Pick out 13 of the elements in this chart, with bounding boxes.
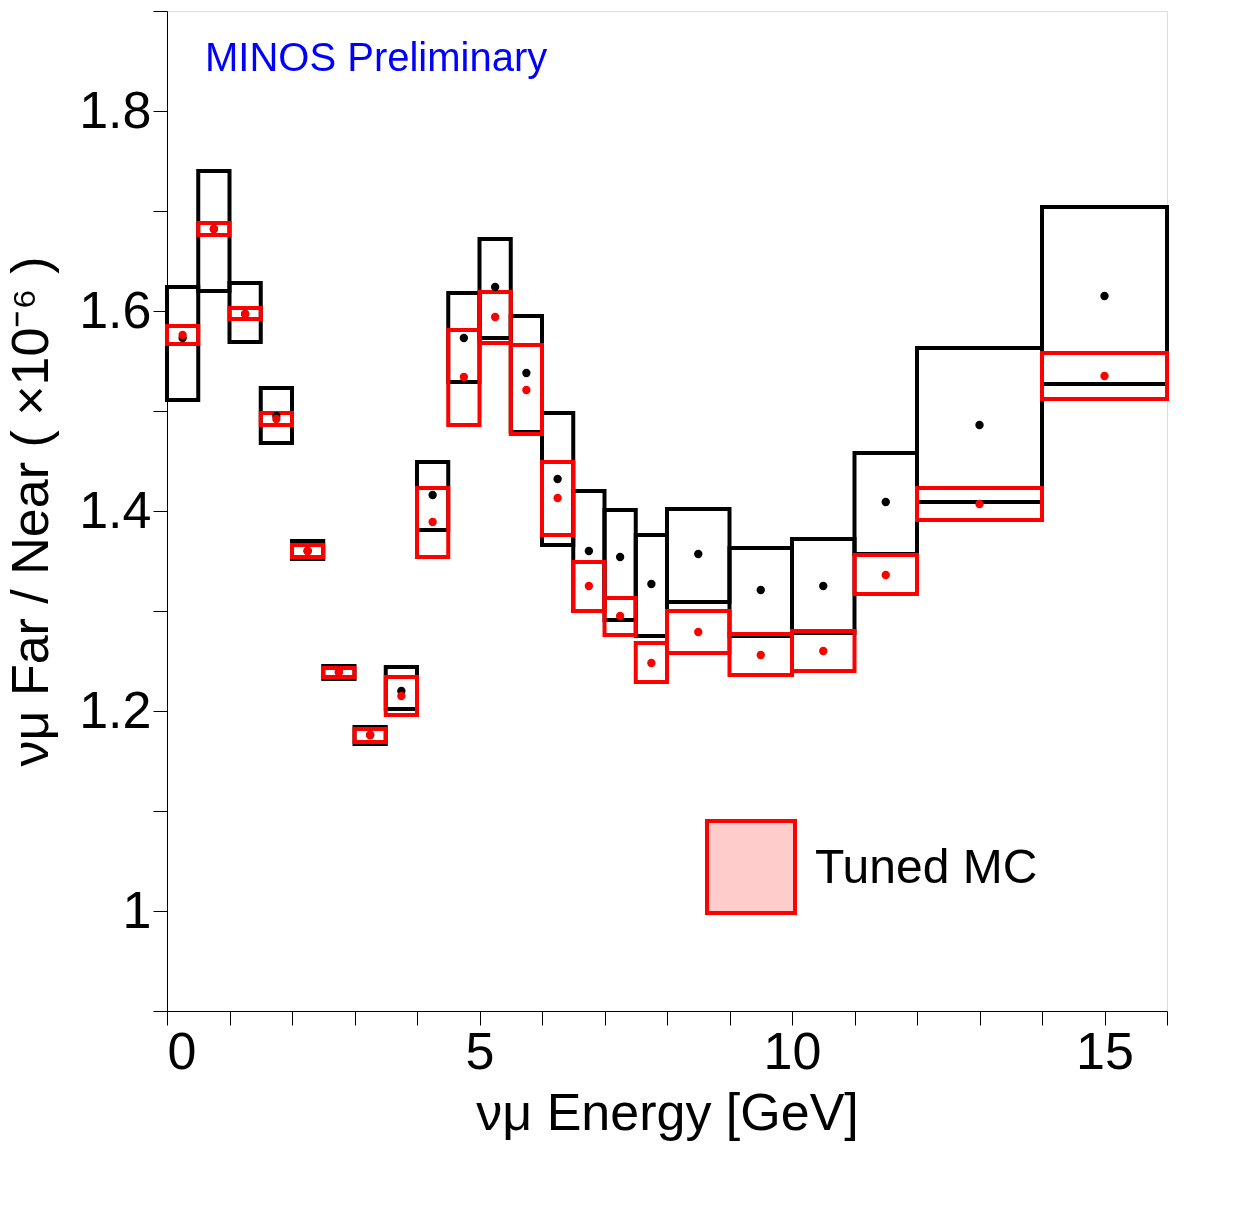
- x-tick-label: 10: [763, 1021, 822, 1080]
- annotation: MINOS Preliminary: [205, 35, 548, 79]
- legend-label: Tuned MC: [815, 840, 1038, 893]
- y-tick-label: 1: [122, 880, 152, 939]
- y-axis-title: νμ Far / Near ( ×10⁻⁶ ): [1, 256, 60, 767]
- x-axis-title: νμ Energy [GeV]: [476, 1082, 859, 1141]
- x-tick-label: 15: [1076, 1021, 1134, 1080]
- y-tick-label: 1.6: [79, 280, 152, 339]
- x-tick-label: 5: [465, 1021, 495, 1080]
- y-tick-label: 1.4: [79, 480, 152, 539]
- x-tick-label: 0: [167, 1021, 197, 1080]
- y-tick-label: 1.2: [79, 680, 152, 739]
- y-tick-label: 1.8: [79, 80, 152, 139]
